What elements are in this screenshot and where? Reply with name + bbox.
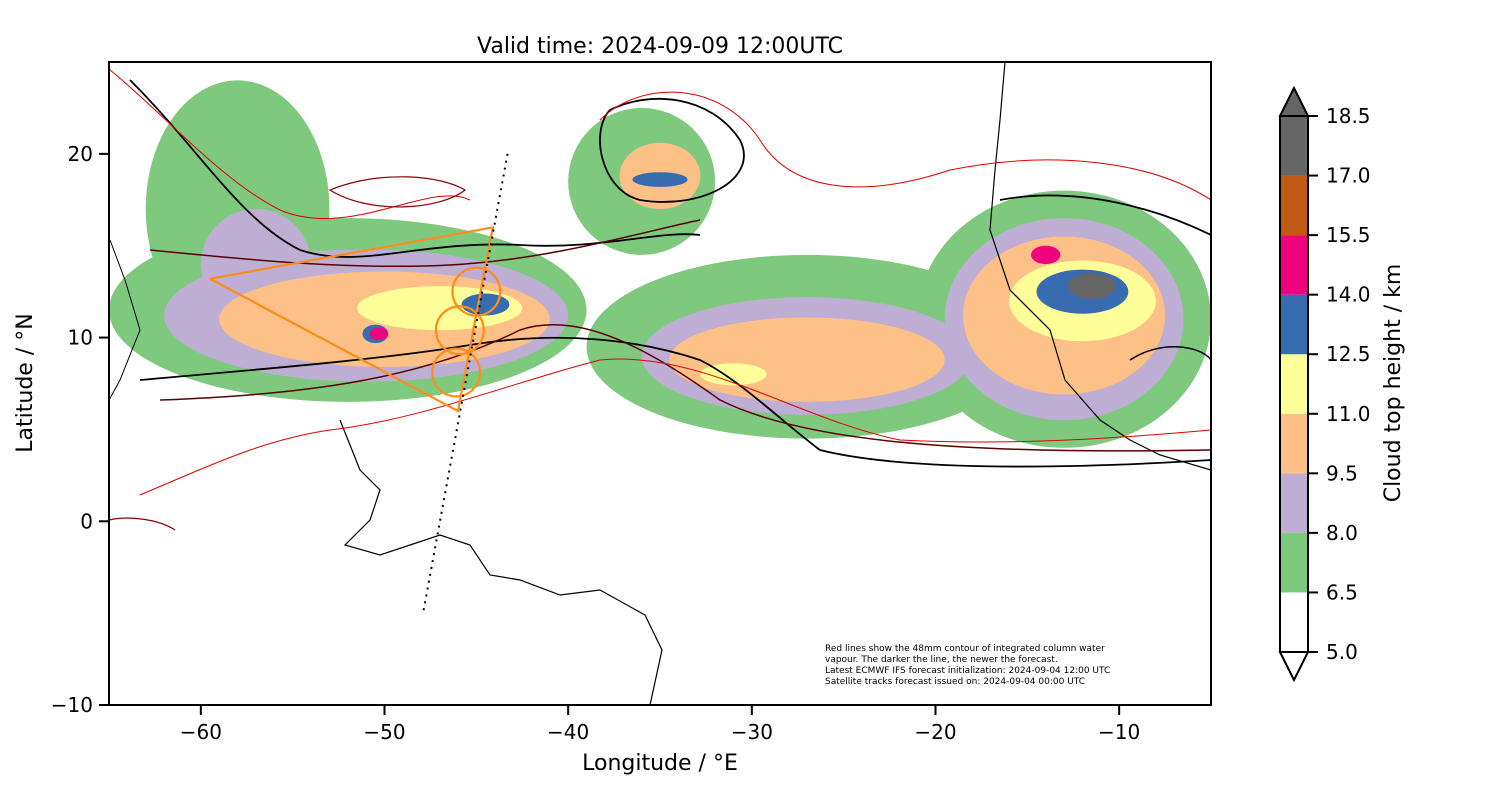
y-axis-label: Latitude / °N [13, 313, 38, 452]
y-tick-label: −10 [51, 693, 93, 717]
cloud-region [461, 293, 510, 316]
flight-circle [451, 266, 502, 317]
chart-title: Valid time: 2024-09-09 12:00UTC [477, 34, 843, 59]
colorbar-segment [1280, 175, 1308, 236]
cloud-region [369, 327, 389, 341]
colorbar-tick-label: 18.5 [1326, 104, 1371, 128]
colorbar-tick-label: 11.0 [1326, 402, 1371, 426]
colorbar-tick-label: 14.0 [1326, 283, 1371, 307]
x-axis-label: Longitude / °E [582, 751, 738, 776]
x-tick-label: −10 [1098, 720, 1140, 744]
colorbar-segment [1280, 294, 1308, 355]
annotation-line: Latest ECMWF IFS forecast initialization… [825, 666, 1110, 676]
colorbar-frame [1279, 115, 1309, 653]
flight-circle [434, 305, 485, 356]
colorbar-segment [1280, 532, 1308, 593]
colorbar-segment [1280, 235, 1308, 295]
cloud-region [669, 317, 945, 402]
colorbar-tick-label: 15.5 [1326, 223, 1371, 247]
colorbar-segment [1280, 354, 1308, 414]
x-tick-label: −20 [914, 720, 956, 744]
colorbar: 5.0 6.5 8.0 9.5 11.0 12.5 14.0 15.5 17.0 18.5 [1278, 85, 1371, 683]
colorbar-label: Cloud top height / km [1381, 264, 1406, 503]
cloud-region [632, 172, 688, 187]
coastline [109, 62, 1211, 705]
flight-track-line [209, 225, 495, 413]
x-tick-label: −50 [363, 720, 405, 744]
colorbar-extend-min [1278, 651, 1310, 683]
annotation-text: Red lines show the 48mm contour of integ… [825, 644, 1110, 687]
x-tick-label: −60 [180, 720, 222, 744]
cloud-region [1031, 245, 1061, 265]
axes-frame [108, 61, 1212, 706]
colorbar-segment [1280, 413, 1308, 474]
colorbar-segment [1280, 116, 1308, 176]
y-tick-label: 0 [80, 509, 93, 533]
cloud-region [1067, 273, 1116, 299]
y-tick-label: 20 [68, 142, 93, 166]
plot-area [109, 62, 1211, 705]
colorbar-tick-label: 6.5 [1326, 580, 1358, 604]
x-axis: −60 −50 −40 −30 −20 −10 [180, 705, 1140, 744]
annotation-line: vapour. The darker the line, the newer t… [825, 655, 1058, 665]
colorbar-segment [1280, 592, 1308, 652]
water-vapour-contours [109, 69, 1211, 531]
satellite-track [422, 153, 509, 614]
x-tick-label: −30 [731, 720, 773, 744]
annotation-line: Red lines show the 48mm contour of integ… [825, 644, 1105, 654]
flight-tracks [209, 153, 509, 614]
colorbar-tick-label: 5.0 [1326, 640, 1358, 664]
x-tick-label: −40 [547, 720, 589, 744]
colorbar-tick-label: 8.0 [1326, 521, 1358, 545]
y-axis: −10 0 10 20 [51, 142, 109, 717]
colorbar-segment [1280, 473, 1308, 533]
colorbar-tick-label: 17.0 [1326, 164, 1371, 188]
colorbar-tick-label: 9.5 [1326, 461, 1358, 485]
annotation-line: Satellite tracks forecast issued on: 202… [825, 677, 1085, 687]
flight-circle [431, 347, 482, 398]
y-tick-label: 10 [68, 326, 93, 350]
colorbar-tick-label: 12.5 [1326, 342, 1371, 366]
colorbar-extend-max [1278, 85, 1310, 117]
